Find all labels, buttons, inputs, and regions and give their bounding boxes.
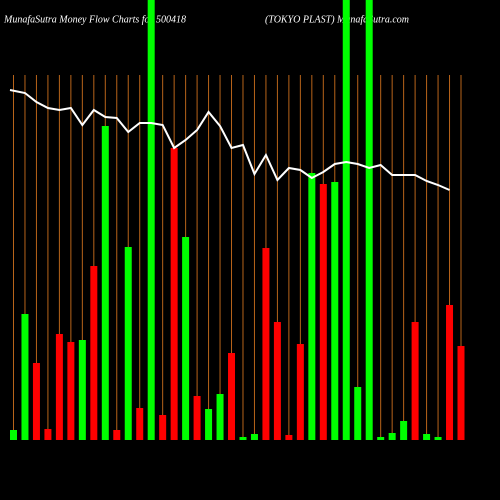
bar	[308, 173, 316, 440]
bar	[44, 429, 52, 440]
bar	[457, 346, 465, 440]
bar	[285, 435, 293, 440]
bar	[55, 334, 63, 440]
bar	[10, 430, 17, 440]
bar	[239, 437, 247, 440]
bar	[273, 322, 281, 440]
bar	[147, 0, 155, 440]
bar	[296, 344, 304, 440]
bar	[434, 437, 442, 440]
bar	[342, 0, 350, 440]
bar	[90, 266, 98, 440]
bar	[331, 182, 339, 440]
bar	[67, 342, 75, 440]
bar	[250, 434, 258, 440]
chart-title: MunafaSutra Money Flow Charts for 500418	[3, 14, 186, 25]
bar	[446, 305, 454, 440]
bar	[216, 394, 224, 440]
chart-subtitle: (TOKYO PLAST) MunafaSutra.com	[265, 14, 409, 25]
bar	[205, 409, 213, 440]
bar	[159, 415, 167, 440]
bar	[400, 421, 408, 440]
bar	[32, 363, 40, 440]
bar	[21, 314, 29, 440]
bar	[101, 126, 109, 440]
bar	[354, 387, 362, 440]
bar	[377, 437, 385, 440]
bar	[193, 396, 201, 440]
bar	[319, 184, 327, 440]
bar	[423, 434, 431, 440]
price-line	[9, 89, 450, 191]
bar	[228, 353, 236, 440]
bar	[365, 0, 373, 440]
bar	[113, 430, 121, 440]
bar	[170, 148, 178, 440]
bar	[124, 247, 132, 440]
bar	[136, 408, 144, 440]
bar	[411, 322, 419, 440]
bar	[388, 433, 396, 440]
bar	[78, 340, 86, 440]
bar	[182, 237, 190, 440]
bar	[262, 248, 270, 440]
